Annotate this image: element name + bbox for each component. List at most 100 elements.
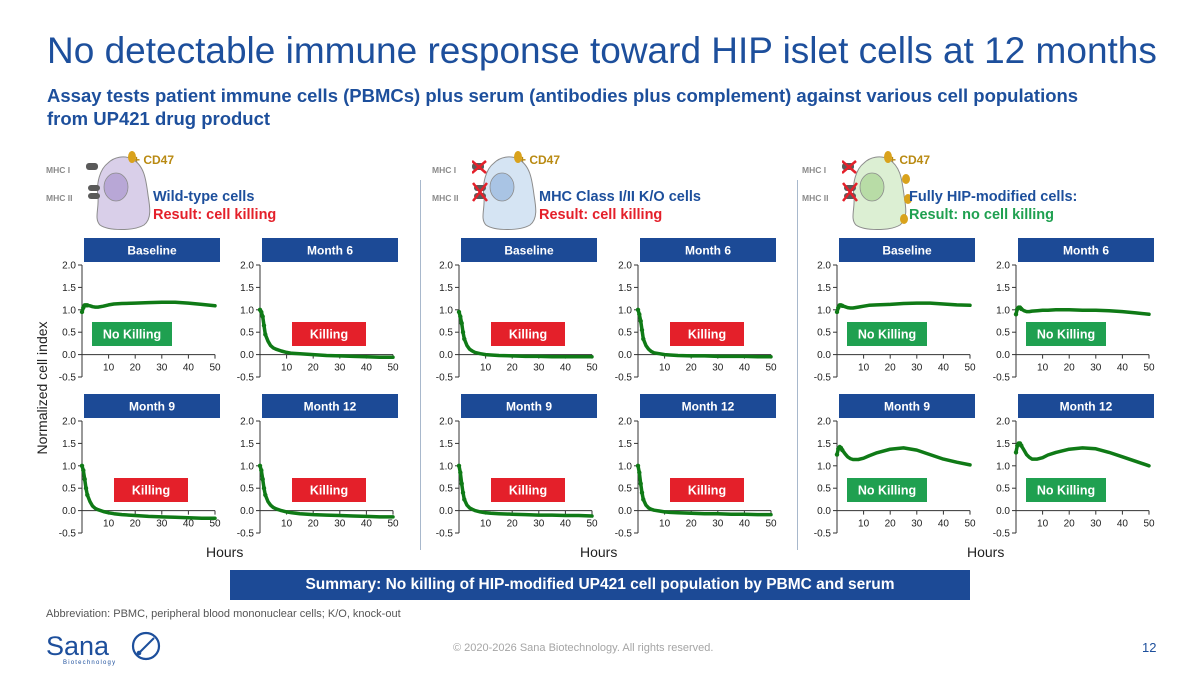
knockout-x-mark bbox=[472, 160, 487, 174]
outcome-label: No Killing bbox=[103, 328, 161, 342]
y-tick-label: 2.0 bbox=[439, 261, 453, 272]
y-tick-label: 2.0 bbox=[817, 417, 831, 428]
x-tick-label: 50 bbox=[964, 363, 976, 374]
x-tick-label: 30 bbox=[533, 363, 545, 374]
outcome-label-box bbox=[92, 322, 172, 346]
y-tick-label: 1.0 bbox=[996, 461, 1010, 472]
group-result: Result: no cell killing bbox=[909, 207, 1055, 223]
y-tick-label: 2.0 bbox=[817, 261, 831, 272]
chart-header bbox=[1018, 238, 1154, 262]
mhc1-label: MHC I bbox=[802, 165, 827, 175]
x-tick-label: 30 bbox=[533, 519, 545, 530]
x-tick-label: 20 bbox=[686, 363, 698, 374]
chart-title: Month 6 bbox=[1063, 244, 1109, 258]
series-line bbox=[80, 300, 217, 314]
x-tick-label: 10 bbox=[103, 363, 115, 374]
cell-index-chart: Month 6 2.0 1.5 1.0 0.5 0.0 -0.5 10 20 30 40 50 No K… bbox=[993, 238, 1155, 384]
y-tick-label: 0.0 bbox=[996, 350, 1010, 361]
y-tick-label: 1.0 bbox=[240, 461, 254, 472]
outcome-label: Killing bbox=[132, 484, 170, 498]
y-tick-label: 2.0 bbox=[439, 417, 453, 428]
x-tick-label: 10 bbox=[281, 519, 293, 530]
x-tick-label: 30 bbox=[156, 363, 168, 374]
y-tick-label: 1.0 bbox=[618, 305, 632, 316]
y-tick-label: -0.5 bbox=[615, 529, 633, 540]
data-point bbox=[635, 307, 641, 312]
data-point bbox=[261, 486, 267, 491]
logo-dot bbox=[136, 650, 142, 656]
y-tick-label: 0.5 bbox=[817, 328, 831, 339]
x-tick-label: 50 bbox=[586, 363, 598, 374]
x-tick-label: 50 bbox=[387, 363, 399, 374]
cell-nucleus bbox=[489, 172, 515, 202]
y-tick-label: -0.5 bbox=[237, 529, 255, 540]
y-tick-label: 1.5 bbox=[439, 283, 453, 294]
data-point bbox=[257, 463, 263, 468]
data-point bbox=[639, 490, 645, 495]
mhc1-receptor bbox=[86, 163, 98, 170]
data-point bbox=[641, 497, 646, 502]
x-tick-label: 10 bbox=[281, 363, 293, 374]
y-tick-label: 2.0 bbox=[240, 261, 254, 272]
outcome-label: Killing bbox=[310, 484, 348, 498]
data-point bbox=[459, 481, 464, 486]
data-point bbox=[462, 497, 467, 502]
data-point bbox=[263, 492, 268, 498]
page-number: 12 bbox=[1142, 640, 1157, 655]
cd47-marker bbox=[904, 194, 912, 204]
y-tick-label: -0.5 bbox=[814, 529, 832, 540]
y-tick-label: -0.5 bbox=[237, 373, 255, 384]
cell-group-1: MHC I MHC II + CD47 Wild-type cells Result: … bbox=[46, 145, 426, 230]
cd47-marker bbox=[884, 151, 892, 163]
x-tick-label: 50 bbox=[209, 519, 221, 530]
x-tick-label: 10 bbox=[1037, 519, 1049, 530]
y-tick-label: 0.0 bbox=[439, 350, 453, 361]
outcome-label: No Killing bbox=[1037, 484, 1095, 498]
cell-index-chart: Baseline 2.0 1.5 1.0 0.5 0.0 -0.5 10 20 30 40 50 No … bbox=[59, 238, 221, 384]
outcome-label-box bbox=[292, 478, 366, 502]
data-point bbox=[83, 486, 89, 491]
data-point bbox=[458, 314, 463, 319]
x-tick-label: 20 bbox=[130, 363, 142, 374]
knockout-x-mark bbox=[472, 182, 488, 202]
x-tick-label: 20 bbox=[885, 363, 897, 374]
chart-header bbox=[1018, 394, 1154, 418]
y-tick-label: 0.0 bbox=[240, 350, 254, 361]
x-tick-label: 40 bbox=[560, 363, 572, 374]
cell-nucleus bbox=[859, 172, 885, 202]
y-tick-label: -0.5 bbox=[59, 529, 77, 540]
chart-header bbox=[262, 394, 398, 418]
chart-header bbox=[84, 394, 220, 418]
x-tick-label: 10 bbox=[1037, 363, 1049, 374]
data-point bbox=[460, 330, 466, 335]
chart-header bbox=[640, 394, 776, 418]
cell-index-chart: Month 9 2.0 1.5 1.0 0.5 0.0 -0.5 10 20 30 40 50 No K… bbox=[814, 394, 976, 540]
data-point bbox=[840, 303, 845, 308]
chart-title: Baseline bbox=[882, 244, 932, 258]
data-point bbox=[638, 481, 643, 486]
cd47-marker bbox=[900, 214, 908, 224]
y-tick-label: 1.5 bbox=[62, 439, 76, 450]
data-point bbox=[456, 309, 462, 315]
abbreviation-note: Abbreviation: PBMC, peripheral blood mon… bbox=[46, 608, 401, 620]
x-tick-label: 40 bbox=[739, 363, 751, 374]
copyright-notice: © 2020-2026 Sana Biotechnology. All righ… bbox=[453, 642, 714, 654]
outcome-label-box bbox=[491, 322, 565, 346]
y-tick-label: 0.0 bbox=[817, 506, 831, 517]
logo-tagline: Biotechnology bbox=[63, 660, 116, 666]
y-tick-label: 0.0 bbox=[996, 506, 1010, 517]
data-point bbox=[1019, 443, 1024, 448]
data-point bbox=[85, 303, 90, 308]
series-line bbox=[835, 445, 972, 467]
data-point bbox=[456, 463, 462, 468]
y-tick-label: 0.5 bbox=[618, 484, 632, 495]
outcome-label-box bbox=[847, 322, 927, 346]
x-axis-label-group-2: Hours bbox=[580, 544, 618, 560]
y-tick-label: 1.5 bbox=[996, 439, 1010, 450]
y-tick-label: 1.0 bbox=[996, 305, 1010, 316]
y-tick-label: 1.5 bbox=[240, 283, 254, 294]
y-tick-label: 0.5 bbox=[439, 328, 453, 339]
y-tick-label: 1.5 bbox=[439, 439, 453, 450]
x-tick-label: 40 bbox=[739, 519, 751, 530]
data-point bbox=[834, 452, 840, 457]
